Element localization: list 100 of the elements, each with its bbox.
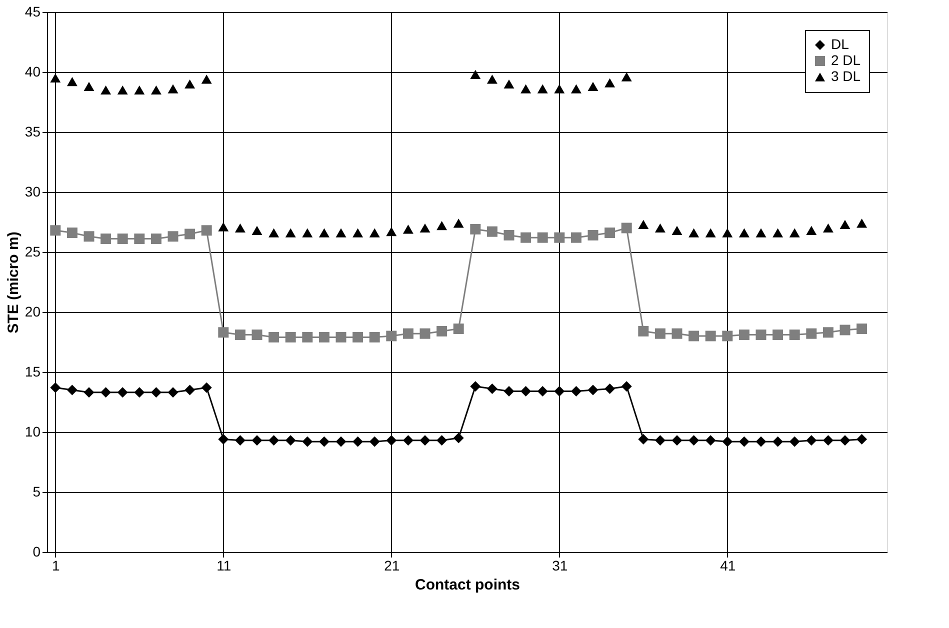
point: [470, 381, 481, 392]
point: [537, 84, 548, 94]
point: [285, 435, 296, 446]
point: [840, 324, 850, 336]
point: [638, 220, 649, 229]
point: [420, 223, 430, 233]
point: [537, 232, 548, 243]
point: [336, 332, 346, 342]
point: [789, 436, 800, 447]
point: [234, 223, 246, 233]
point: [705, 330, 716, 342]
point: [738, 228, 750, 238]
y-axis-title: STE (micro m): [4, 232, 22, 334]
x-tick-label: 1: [52, 558, 60, 574]
point: [486, 74, 498, 84]
point: [856, 434, 868, 444]
point: [738, 436, 750, 447]
point: [369, 228, 380, 238]
point: [50, 73, 61, 83]
point: [100, 234, 112, 244]
point: [268, 435, 280, 446]
point: [168, 84, 178, 94]
point: [520, 84, 532, 94]
x-tick-label: 31: [552, 558, 568, 574]
point: [453, 324, 464, 334]
point: [672, 435, 682, 446]
point: [66, 77, 78, 86]
point: [150, 234, 162, 244]
point: [184, 228, 196, 240]
point: [588, 230, 598, 240]
point: [554, 232, 565, 243]
point: [504, 230, 514, 240]
point: [218, 222, 229, 232]
point: [84, 82, 94, 91]
point: [436, 326, 448, 336]
point: [420, 328, 430, 339]
point: [201, 74, 212, 84]
point: [722, 330, 733, 342]
point: [570, 232, 582, 243]
point: [604, 384, 616, 394]
point: [604, 78, 616, 88]
point: [336, 436, 346, 447]
point: [756, 436, 766, 447]
point: [268, 228, 280, 238]
point: [336, 228, 346, 238]
y-tick-label: 30: [24, 184, 41, 200]
point: [806, 435, 817, 446]
point: [554, 386, 565, 396]
point: [554, 84, 565, 94]
point: [688, 228, 700, 238]
point: [252, 226, 262, 235]
point: [688, 435, 700, 446]
point: [318, 228, 330, 238]
point: [654, 328, 666, 339]
point: [436, 435, 448, 446]
y-tick-label: 5: [32, 484, 41, 500]
point: [654, 435, 666, 446]
point: [840, 435, 850, 446]
y-tick-label: 10: [24, 424, 41, 440]
point: [638, 326, 649, 336]
point: [756, 228, 766, 238]
point: [504, 386, 514, 396]
point: [638, 434, 649, 444]
y-tick-label: 15: [24, 364, 41, 380]
point: [772, 436, 784, 447]
point: [302, 436, 313, 447]
point: [856, 218, 868, 228]
point: [100, 85, 112, 95]
point: [520, 386, 532, 396]
point: [621, 381, 632, 392]
point: [201, 225, 212, 236]
point: [302, 228, 313, 238]
point: [318, 332, 330, 342]
point: [588, 82, 598, 91]
point: [705, 228, 716, 238]
point: [302, 332, 313, 342]
point: [184, 79, 196, 89]
x-tick-label: 41: [720, 558, 736, 574]
point: [352, 436, 364, 447]
point: [352, 332, 364, 342]
point: [117, 85, 128, 95]
point: [386, 227, 397, 236]
x-axis-title: Contact points: [415, 576, 520, 594]
point: [218, 434, 229, 444]
point: [672, 226, 682, 235]
point: [150, 85, 162, 95]
point: [436, 221, 448, 230]
point: [352, 228, 364, 238]
point: [504, 79, 514, 89]
point: [588, 384, 598, 396]
point: [134, 85, 145, 95]
point: [570, 386, 582, 396]
point: [806, 328, 817, 339]
point: [218, 327, 229, 338]
point: [318, 436, 330, 447]
point: [420, 435, 430, 446]
point: [285, 332, 296, 342]
point: [234, 330, 246, 340]
point: [822, 435, 834, 446]
point: [402, 328, 414, 339]
